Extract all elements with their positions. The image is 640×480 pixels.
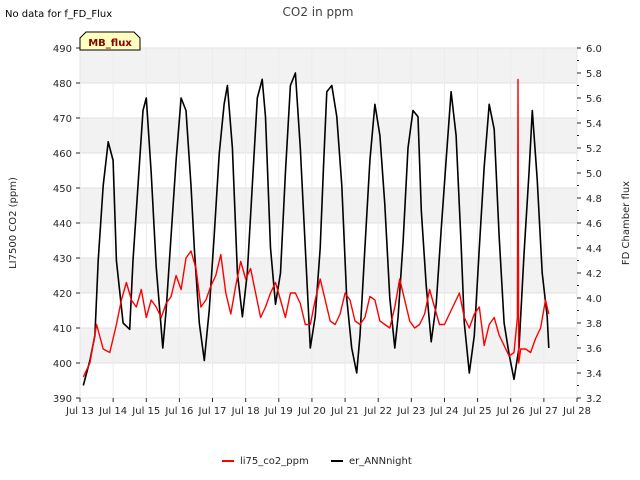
band-7 [80, 118, 577, 153]
y2-tick-label-0: 3.2 [586, 394, 602, 405]
y-tick-label-5: 440 [53, 219, 72, 230]
badge-shape [79, 31, 141, 51]
x-tick-label-1: Jul 14 [98, 406, 127, 417]
x-tick-label-15: Jul 28 [562, 406, 591, 417]
gridlines [79, 47, 578, 399]
x-tick-label-9: Jul 22 [363, 406, 392, 417]
legend-label-li75: li75_co2_ppm [240, 456, 309, 467]
band-9 [80, 48, 577, 83]
legend: li75_co2_ppm er_ANNnight [222, 456, 412, 467]
x-tick-label-2: Jul 15 [131, 406, 160, 417]
y2-tick-label-4: 4.0 [586, 294, 602, 305]
y2-tick-label-6: 4.4 [586, 244, 602, 255]
x-tick-label-14: Jul 27 [529, 406, 558, 417]
x-tick-label-11: Jul 24 [429, 406, 458, 417]
y-tick-label-3: 420 [53, 289, 72, 300]
x-tick-label-6: Jul 19 [264, 406, 293, 417]
background-bands [80, 48, 577, 363]
no-data-note: No data for f_FD_Flux [5, 9, 112, 20]
series-line-er-annnight [82, 72, 550, 386]
band-1 [80, 328, 577, 363]
y-tick-label-8: 470 [53, 114, 72, 125]
y2-tick-label-7: 4.6 [586, 219, 602, 230]
x-tick-label-4: Jul 17 [198, 406, 227, 417]
x-tick-label-0: Jul 13 [65, 406, 94, 417]
y2-tick-label-11: 5.4 [586, 119, 602, 130]
x-tick-label-12: Jul 25 [463, 406, 492, 417]
series-line-li75-co2-ppm [82, 78, 550, 378]
y2-tick-label-12: 5.6 [586, 94, 602, 105]
y2-axis-label: FD Chamber flux [621, 181, 632, 265]
y-tick-label-10: 490 [53, 44, 72, 55]
chart-title: CO2 in ppm [283, 5, 354, 19]
band-5 [80, 188, 577, 223]
x-tick-label-5: Jul 18 [231, 406, 260, 417]
y-tick-label-0: 390 [53, 394, 72, 405]
y2-tick-label-8: 4.8 [586, 194, 602, 205]
legend-label-er-annnight: er_ANNnight [349, 456, 412, 467]
y2-tick-label-1: 3.4 [586, 369, 602, 380]
y-tick-label-4: 430 [53, 254, 72, 265]
band-3 [80, 258, 577, 293]
y-tick-label-7: 460 [53, 149, 72, 160]
x-tick-label-10: Jul 23 [396, 406, 425, 417]
y-axis-label: LI7500 CO2 (ppm) [8, 177, 19, 269]
y2-tick-label-10: 5.2 [586, 144, 602, 155]
y2-tick-label-2: 3.6 [586, 344, 602, 355]
x-tick-label-13: Jul 26 [496, 406, 525, 417]
x-tick-label-3: Jul 16 [164, 406, 193, 417]
y-tick-label-9: 480 [53, 79, 72, 90]
y2-tick-label-3: 3.8 [586, 319, 602, 330]
y2-tick-label-13: 5.8 [586, 69, 602, 80]
mb-flux-badge: MB_flux [79, 31, 141, 51]
y2-tick-label-14: 6.0 [586, 44, 602, 55]
y2-tick-label-5: 4.2 [586, 269, 602, 280]
series-layer [82, 72, 550, 386]
y-tick-label-2: 410 [53, 324, 72, 335]
y-tick-label-1: 400 [53, 359, 72, 370]
y-tick-label-6: 450 [53, 184, 72, 195]
x-tick-label-7: Jul 20 [297, 406, 326, 417]
y2-tick-label-9: 5.0 [586, 169, 602, 180]
axis-ticks: 390 400 410 420 430 440 450 460 470 480 490 3.2 3.4 3… [53, 44, 602, 417]
x-tick-label-8: Jul 21 [330, 406, 359, 417]
badge-label: MB_flux [88, 38, 132, 49]
